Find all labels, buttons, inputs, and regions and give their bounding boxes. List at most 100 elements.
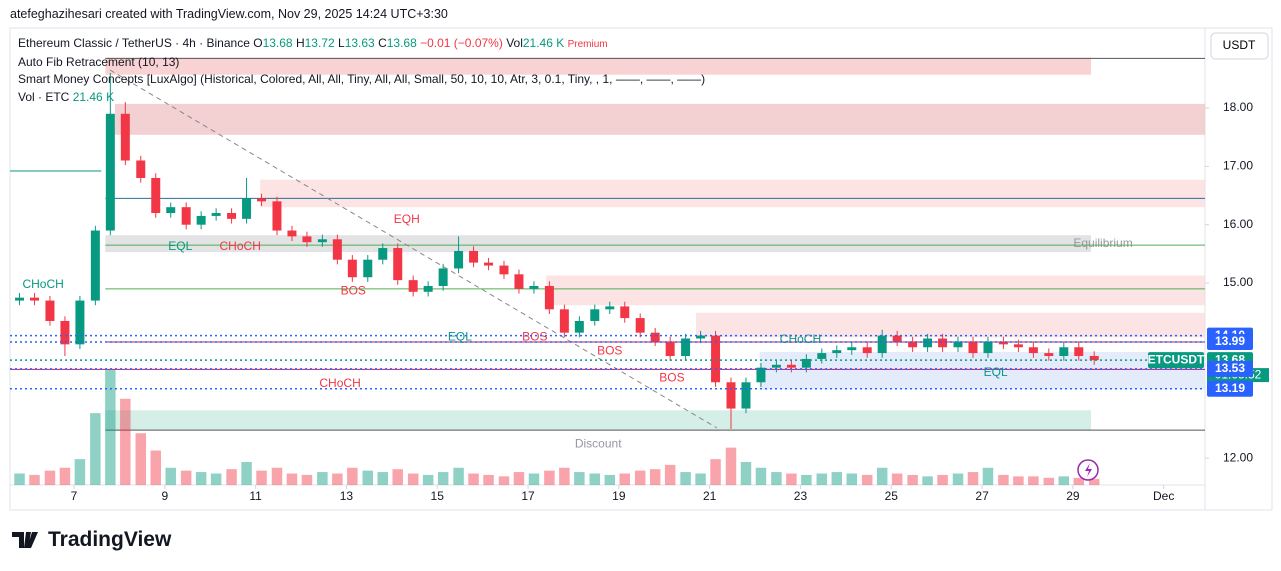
ohlc-k: C — [378, 36, 387, 50]
volume-bar — [1028, 476, 1039, 485]
candle-body — [211, 213, 221, 216]
candle-body — [1059, 347, 1069, 357]
candle-body — [120, 113, 130, 161]
candle-body — [862, 347, 872, 354]
volume-bar — [861, 474, 873, 485]
volume-bar — [74, 459, 86, 485]
candle-body — [529, 285, 539, 289]
volume-bar — [165, 467, 176, 485]
change: −0.01 (−0.07%) — [420, 36, 503, 50]
volume-bar — [907, 474, 918, 485]
zone-label: Discount — [575, 436, 622, 450]
candle-body — [317, 239, 327, 243]
annotation: EQL — [168, 239, 192, 253]
candle-body — [181, 207, 191, 225]
candle-body — [499, 265, 509, 275]
volume-bar — [392, 469, 403, 485]
volume-bar — [407, 473, 419, 485]
candle-body — [438, 268, 448, 286]
volume-bar — [876, 467, 888, 485]
candle-body — [347, 259, 357, 278]
x-tick-label: 13 — [340, 489, 354, 503]
candle-body — [60, 320, 70, 345]
annotation: BOS — [522, 330, 547, 344]
volume-bar — [1013, 476, 1024, 485]
volume-bar — [952, 473, 964, 485]
zone — [546, 275, 1205, 306]
candle-body — [908, 341, 918, 348]
candle-body — [756, 367, 766, 383]
price-marker — [1207, 380, 1253, 397]
volume-bar — [967, 472, 979, 485]
volume-bar — [771, 472, 782, 485]
candle-body — [166, 207, 176, 214]
indicator: Smart Money Concepts [LuxAlgo] (Historic… — [18, 72, 706, 86]
volume-bar — [241, 462, 252, 485]
volume-bar — [286, 473, 298, 485]
candle-body — [272, 201, 282, 231]
volume-bar — [891, 473, 903, 485]
annotation: CHoCH — [220, 239, 261, 253]
candle-body — [363, 259, 373, 278]
candle-body — [423, 285, 433, 292]
credit: atefeghazihesari created with TradingVie… — [10, 7, 448, 21]
volume-bar — [846, 473, 858, 485]
candle-body — [1089, 356, 1099, 361]
candle-body — [151, 177, 161, 214]
x-tick-label: 23 — [794, 489, 808, 503]
candle-body — [832, 350, 842, 354]
zone — [105, 235, 1092, 253]
volume-bar — [14, 473, 25, 485]
candle-body — [30, 297, 40, 301]
x-tick-label: 21 — [703, 489, 717, 503]
symbol-tag — [1148, 352, 1204, 369]
volume-bar — [755, 467, 767, 485]
logo — [12, 532, 38, 548]
volume-bar — [695, 473, 706, 485]
volume-bar — [1043, 477, 1055, 485]
ohlc-k: O — [253, 36, 263, 50]
volume-bar — [831, 472, 843, 485]
volume-bar — [90, 413, 101, 485]
currency-button[interactable] — [1210, 32, 1269, 60]
volume-bar — [740, 462, 752, 485]
volume-bar — [29, 474, 40, 485]
volume-bar — [317, 472, 328, 485]
x-tick-label: 9 — [161, 489, 168, 503]
volume-bar — [982, 467, 994, 485]
volume-bar — [528, 473, 540, 485]
annotation: EQL — [448, 330, 472, 344]
candle-body — [953, 341, 963, 348]
candle-body — [665, 341, 675, 357]
vol-key: Vol — [506, 36, 523, 50]
candle-body — [454, 250, 464, 269]
candle-body — [590, 309, 600, 321]
volume-bar — [664, 464, 676, 485]
zone — [105, 410, 1092, 431]
candle-body — [90, 230, 100, 301]
price-marker — [1207, 360, 1253, 377]
candle-body — [1013, 344, 1023, 348]
annotation: CHoCH — [780, 332, 821, 346]
x-tick-label: 11 — [249, 489, 262, 503]
candle-body — [302, 236, 312, 243]
volume-bar — [498, 476, 510, 485]
candle-body — [544, 285, 554, 310]
volume-bar — [135, 433, 147, 485]
plot: Equilibrium Discount CHoCH EQL CHoCH EQH BOS EQ… — [10, 57, 1205, 485]
volume-bar — [105, 370, 116, 485]
candle-body — [242, 198, 252, 219]
candle-body — [877, 335, 887, 354]
x-tick-label: 17 — [521, 489, 535, 503]
volume-bar — [786, 473, 797, 485]
volume-bar — [680, 472, 691, 485]
candle-body — [75, 300, 85, 345]
candle-body — [1028, 347, 1038, 354]
candle-body — [257, 198, 267, 202]
annotation: EQH — [394, 212, 420, 226]
candle-body — [45, 300, 55, 321]
x-tick-label: 29 — [1066, 489, 1080, 503]
price-marker-label: 13.53 — [1215, 361, 1245, 375]
